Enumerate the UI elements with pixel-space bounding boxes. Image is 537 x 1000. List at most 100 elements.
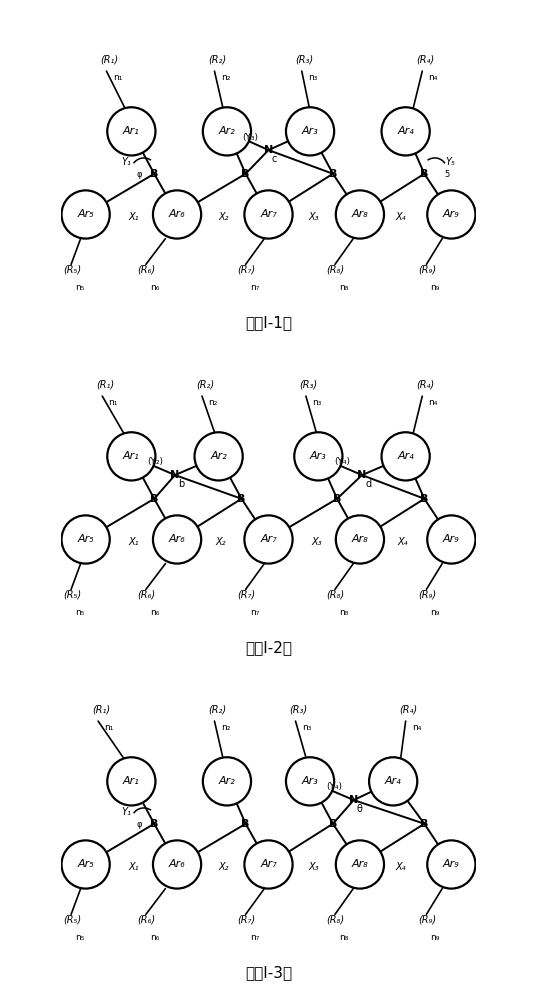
Text: Ar₄: Ar₄ — [385, 776, 402, 786]
Text: Ar₉: Ar₉ — [443, 859, 460, 869]
Text: (R₅): (R₅) — [63, 915, 81, 925]
Text: Ar₁: Ar₁ — [123, 126, 140, 136]
Circle shape — [369, 757, 417, 805]
Text: n₄: n₄ — [412, 723, 421, 732]
Text: (R₈): (R₈) — [326, 915, 345, 925]
Text: B: B — [329, 169, 337, 179]
Text: n₃: n₃ — [302, 723, 311, 732]
Text: B: B — [242, 819, 250, 829]
Text: 式（I-3）: 式（I-3） — [245, 965, 292, 980]
Text: Ar₅: Ar₅ — [77, 534, 94, 544]
Text: (R₉): (R₉) — [418, 590, 436, 600]
Text: n₇: n₇ — [250, 283, 259, 292]
Text: n₉: n₉ — [431, 933, 440, 942]
Circle shape — [153, 515, 201, 564]
Text: n₅: n₅ — [75, 608, 85, 617]
Text: Ar₃: Ar₃ — [302, 776, 318, 786]
Circle shape — [62, 190, 110, 239]
Text: (R₃): (R₃) — [300, 380, 318, 390]
Text: X₃: X₃ — [311, 537, 322, 547]
Text: Ar₆: Ar₆ — [169, 534, 185, 544]
Text: Ar₈: Ar₈ — [352, 859, 368, 869]
Text: B: B — [150, 819, 158, 829]
Text: Ar₉: Ar₉ — [443, 209, 460, 219]
Circle shape — [203, 757, 251, 805]
Text: (R₇): (R₇) — [237, 265, 256, 275]
Text: n₅: n₅ — [75, 933, 85, 942]
Text: n₉: n₉ — [431, 283, 440, 292]
Text: n₈: n₈ — [339, 608, 349, 617]
Circle shape — [382, 107, 430, 155]
Text: φ: φ — [137, 820, 142, 829]
Text: B: B — [420, 494, 429, 504]
Text: n₄: n₄ — [429, 398, 438, 407]
Text: Y₁: Y₁ — [121, 807, 131, 817]
Text: n₉: n₉ — [431, 608, 440, 617]
Text: (R₂): (R₂) — [208, 55, 227, 65]
Text: Ar₅: Ar₅ — [77, 859, 94, 869]
Circle shape — [62, 840, 110, 889]
Text: X₄: X₄ — [395, 862, 406, 872]
Circle shape — [203, 107, 251, 155]
Circle shape — [244, 190, 293, 239]
Text: N: N — [349, 795, 358, 805]
Text: Ar₁: Ar₁ — [123, 776, 140, 786]
Text: Y₅: Y₅ — [445, 157, 455, 167]
Text: Ar₈: Ar₈ — [352, 534, 368, 544]
Text: X₁: X₁ — [128, 537, 139, 547]
Text: B: B — [150, 494, 158, 504]
Text: X₂: X₂ — [215, 537, 226, 547]
Text: Ar₇: Ar₇ — [260, 534, 277, 544]
Text: X₂: X₂ — [219, 862, 229, 872]
Text: n₂: n₂ — [221, 73, 230, 82]
Circle shape — [107, 432, 155, 480]
Text: n₇: n₇ — [250, 608, 259, 617]
Text: (Y₄): (Y₄) — [335, 457, 351, 466]
Text: X₄: X₄ — [397, 537, 408, 547]
Text: Ar₁: Ar₁ — [123, 451, 140, 461]
Text: Ar₃: Ar₃ — [302, 126, 318, 136]
Text: n₆: n₆ — [150, 933, 159, 942]
Circle shape — [427, 190, 475, 239]
Text: Ar₈: Ar₈ — [352, 209, 368, 219]
Text: b: b — [178, 479, 185, 489]
Text: θ: θ — [357, 804, 362, 814]
Text: N: N — [264, 145, 273, 155]
Circle shape — [382, 432, 430, 480]
Text: Ar₇: Ar₇ — [260, 859, 277, 869]
Text: φ: φ — [137, 170, 142, 179]
Text: (R₆): (R₆) — [137, 265, 156, 275]
Text: Ar₂: Ar₂ — [219, 776, 235, 786]
Text: (R₈): (R₈) — [326, 265, 345, 275]
Text: Ar₄: Ar₄ — [397, 451, 414, 461]
Text: X₃: X₃ — [308, 862, 318, 872]
Text: (R₃): (R₃) — [289, 705, 307, 715]
Circle shape — [153, 840, 201, 889]
Text: n₃: n₃ — [312, 398, 322, 407]
Circle shape — [153, 190, 201, 239]
Text: Ar₉: Ar₉ — [443, 534, 460, 544]
Circle shape — [336, 515, 384, 564]
Text: X₄: X₄ — [395, 212, 406, 222]
Text: (R₁): (R₁) — [100, 55, 118, 65]
Text: Ar₅: Ar₅ — [77, 209, 94, 219]
Circle shape — [286, 757, 334, 805]
Text: (R₉): (R₉) — [418, 915, 436, 925]
Text: n₇: n₇ — [250, 933, 259, 942]
Text: d: d — [365, 479, 372, 489]
Text: n₆: n₆ — [150, 608, 159, 617]
Text: n₂: n₂ — [208, 398, 217, 407]
Text: Ar₆: Ar₆ — [169, 209, 185, 219]
Text: n₂: n₂ — [221, 723, 230, 732]
Text: (R₄): (R₄) — [416, 380, 434, 390]
Text: N: N — [358, 470, 367, 480]
Circle shape — [336, 190, 384, 239]
Circle shape — [286, 107, 334, 155]
Text: n₅: n₅ — [75, 283, 85, 292]
Text: (R₁): (R₁) — [96, 380, 114, 390]
Text: 式（I-1）: 式（I-1） — [245, 315, 292, 330]
Circle shape — [107, 757, 155, 805]
Circle shape — [244, 515, 293, 564]
Text: 式（I-2）: 式（I-2） — [245, 640, 292, 655]
Text: X₁: X₁ — [128, 212, 139, 222]
